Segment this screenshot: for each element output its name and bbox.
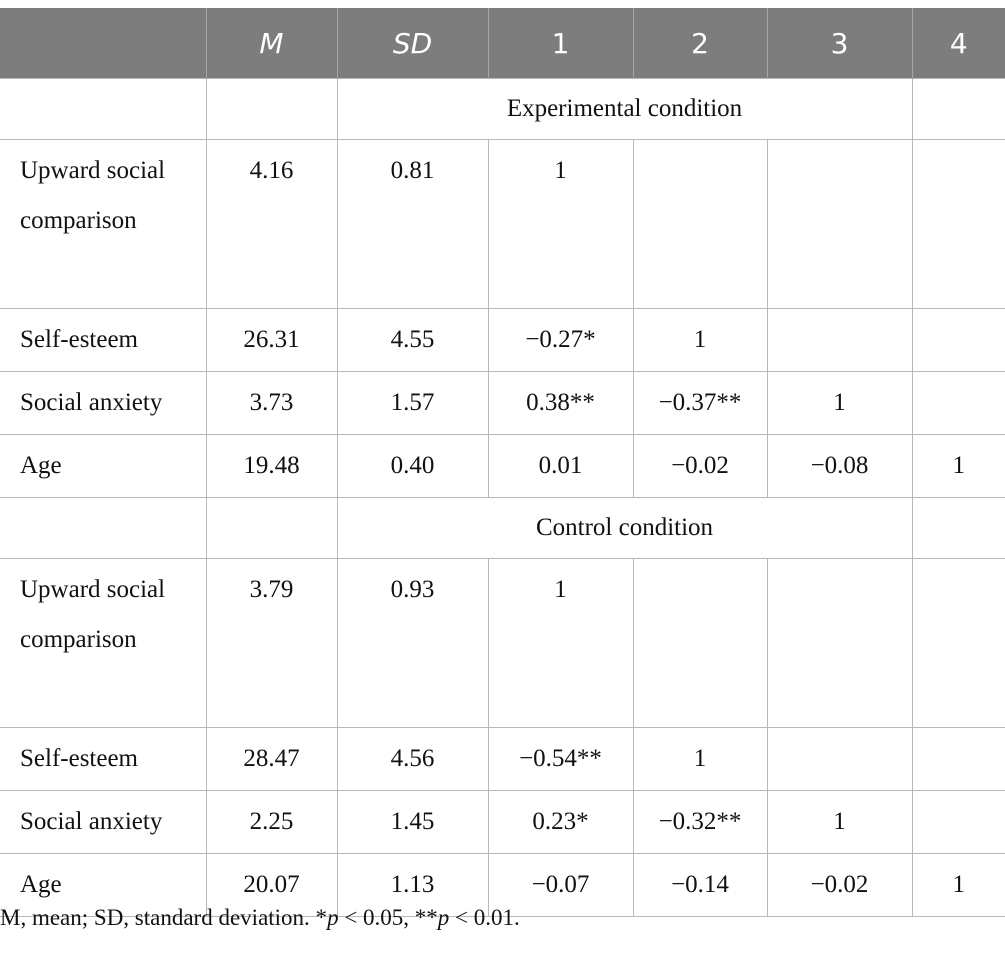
section-row-control: Control condition: [0, 497, 1005, 559]
cell-mean: 26.31: [205, 308, 338, 372]
cell-col-1: −0.07: [487, 853, 634, 917]
header-col-1: 1: [487, 8, 633, 79]
section-blank-left: [0, 78, 207, 140]
correlation-table: M SD 1 2 3 4 Experimental condition Upwa…: [0, 8, 1005, 917]
footnote-text-2: < 0.05, **: [338, 905, 438, 930]
header-col-4: 4: [911, 8, 1005, 79]
section-title-control: Control condition: [336, 497, 913, 559]
section-title-experimental: Experimental condition: [336, 78, 913, 140]
row-label: Age: [0, 853, 207, 917]
cell-mean: 28.47: [205, 727, 338, 791]
cell-col-2: [632, 558, 768, 728]
cell-col-2: 1: [632, 308, 768, 372]
cell-col-4: [911, 727, 1005, 791]
cell-sd: 1.57: [336, 371, 489, 435]
cell-col-3: [766, 558, 913, 728]
header-row: M SD 1 2 3 4: [0, 8, 1005, 79]
cell-col-2: −0.02: [632, 434, 768, 498]
cell-col-1: 0.01: [487, 434, 634, 498]
cell-col-2: −0.14: [632, 853, 768, 917]
table-row: Social anxiety 2.25 1.45 0.23* −0.32** 1: [0, 790, 1005, 854]
row-label: Upward social comparison: [0, 139, 207, 309]
cell-mean: 20.07: [205, 853, 338, 917]
cell-col-3: 1: [766, 371, 913, 435]
cell-col-4: [911, 558, 1005, 728]
row-label: Social anxiety: [0, 371, 207, 435]
cell-sd: 0.93: [336, 558, 489, 728]
table-row: Age 20.07 1.13 −0.07 −0.14 −0.02 1: [0, 853, 1005, 917]
cell-sd: 1.13: [336, 853, 489, 917]
cell-col-1: −0.27*: [487, 308, 634, 372]
row-label: Upward social comparison: [0, 558, 207, 728]
cell-col-4: 1: [911, 434, 1005, 498]
footnote-p-symbol-2: p: [437, 905, 450, 930]
cell-mean: 19.48: [205, 434, 338, 498]
table-row: Upward social comparison 3.79 0.93 1: [0, 558, 1005, 728]
cell-col-3: [766, 727, 913, 791]
cell-col-2: [632, 139, 768, 309]
row-label: Social anxiety: [0, 790, 207, 854]
cell-col-3: −0.08: [766, 434, 913, 498]
section-blank-right: [911, 497, 1005, 559]
cell-mean: 3.79: [205, 558, 338, 728]
header-sd: SD: [336, 8, 488, 79]
header-col-2: 2: [632, 8, 767, 79]
cell-sd: 0.81: [336, 139, 489, 309]
cell-col-4: 1: [911, 853, 1005, 917]
section-blank-right: [911, 78, 1005, 140]
cell-sd: 4.55: [336, 308, 489, 372]
cell-col-4: [911, 371, 1005, 435]
header-col-3: 3: [766, 8, 912, 79]
table-row: Social anxiety 3.73 1.57 0.38** −0.37** …: [0, 371, 1005, 435]
header-blank: [0, 8, 206, 79]
row-label: Self-esteem: [0, 727, 207, 791]
cell-col-4: [911, 790, 1005, 854]
cell-col-1: 1: [487, 139, 634, 309]
cell-col-3: −0.02: [766, 853, 913, 917]
cell-col-4: [911, 139, 1005, 309]
cell-mean: 3.73: [205, 371, 338, 435]
table-row: Upward social comparison 4.16 0.81 1: [0, 139, 1005, 309]
table-row: Age 19.48 0.40 0.01 −0.02 −0.08 1: [0, 434, 1005, 498]
cell-col-1: 0.23*: [487, 790, 634, 854]
cell-col-3: [766, 139, 913, 309]
table-row: Self-esteem 28.47 4.56 −0.54** 1: [0, 727, 1005, 791]
cell-col-1: 0.38**: [487, 371, 634, 435]
table-header: M SD 1 2 3 4: [0, 8, 1005, 79]
cell-col-1: 1: [487, 558, 634, 728]
footnote-text-3: < 0.01.: [449, 905, 520, 930]
table-footnote: M, mean; SD, standard deviation. *p < 0.…: [0, 905, 1005, 931]
cell-mean: 2.25: [205, 790, 338, 854]
header-mean: M: [205, 8, 337, 79]
cell-sd: 0.40: [336, 434, 489, 498]
cell-col-1: −0.54**: [487, 727, 634, 791]
section-blank-left: [0, 497, 207, 559]
cell-col-2: 1: [632, 727, 768, 791]
cell-col-3: [766, 308, 913, 372]
section-blank-m: [205, 497, 338, 559]
cell-col-3: 1: [766, 790, 913, 854]
cell-col-2: −0.37**: [632, 371, 768, 435]
cell-mean: 4.16: [205, 139, 338, 309]
section-blank-m: [205, 78, 338, 140]
footnote-text-1: M, mean; SD, standard deviation. *: [0, 905, 328, 930]
cell-sd: 4.56: [336, 727, 489, 791]
cell-sd: 1.45: [336, 790, 489, 854]
section-row-experimental: Experimental condition: [0, 78, 1005, 140]
cell-col-4: [911, 308, 1005, 372]
row-label: Self-esteem: [0, 308, 207, 372]
footnote-p-symbol-1: p: [327, 905, 339, 930]
table-row: Self-esteem 26.31 4.55 −0.27* 1: [0, 308, 1005, 372]
cell-col-2: −0.32**: [632, 790, 768, 854]
row-label: Age: [0, 434, 207, 498]
table-body: Experimental condition Upward social com…: [0, 78, 1005, 917]
